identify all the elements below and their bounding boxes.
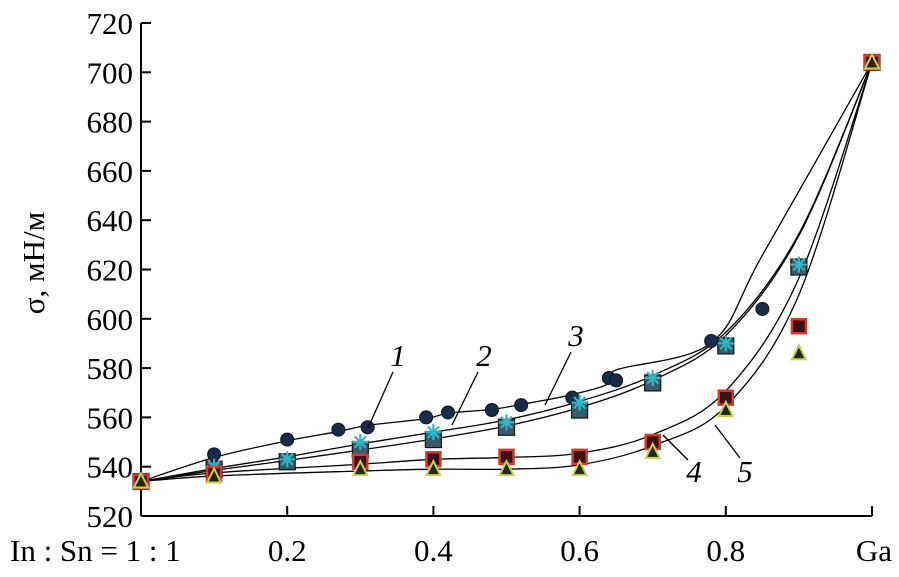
x-tick-label: 0.4 bbox=[414, 533, 453, 568]
fit-curve-5 bbox=[140, 62, 873, 483]
curve-label-leader bbox=[544, 351, 572, 406]
asterisk-stroke bbox=[280, 452, 294, 466]
point-series-3 bbox=[644, 369, 661, 386]
asterisk-stroke bbox=[646, 371, 660, 385]
point-series-1 bbox=[484, 403, 499, 418]
y-tick-label: 560 bbox=[87, 400, 134, 435]
point-series-1 bbox=[609, 373, 624, 388]
y-tick-label: 700 bbox=[87, 55, 134, 90]
point-series-1 bbox=[755, 301, 770, 316]
point-series-3 bbox=[425, 424, 442, 441]
x-tick-label: In : Sn = 1 : 1 bbox=[10, 533, 181, 568]
point-series-3 bbox=[279, 451, 296, 468]
point-series-5 bbox=[205, 466, 223, 484]
point-series-3 bbox=[352, 434, 369, 451]
y-tick-label: 640 bbox=[87, 203, 134, 238]
point-series-5 bbox=[424, 458, 443, 477]
point-series-5 bbox=[644, 441, 662, 459]
point-series-1 bbox=[514, 398, 529, 413]
point-series-5 bbox=[351, 458, 369, 477]
curve-labels: 1 2 3 4 5 bbox=[367, 318, 753, 489]
fit-curve-3 bbox=[140, 62, 873, 483]
y-tick-label: 660 bbox=[87, 154, 134, 189]
curve-label-leader bbox=[662, 434, 689, 461]
point-series-1 bbox=[441, 405, 456, 420]
point-series-4 bbox=[790, 317, 808, 335]
curve-label: 4 bbox=[686, 454, 702, 489]
point-series-1 bbox=[704, 333, 719, 348]
curve-label: 1 bbox=[390, 338, 406, 373]
y-tick-label: 580 bbox=[87, 351, 134, 386]
fit-curve-1 bbox=[140, 62, 873, 483]
point-series-3 bbox=[717, 335, 734, 352]
curve-label-leader bbox=[451, 371, 479, 426]
asterisk-stroke bbox=[353, 435, 367, 449]
curve-label-leader bbox=[714, 424, 741, 459]
fit-curve-2 bbox=[140, 62, 873, 483]
y-axis-label: σ, мН/м bbox=[16, 212, 51, 314]
point-series-5 bbox=[863, 52, 881, 70]
y-tick-label: 620 bbox=[87, 253, 134, 288]
point-series-5 bbox=[790, 343, 808, 361]
curve-label: 2 bbox=[476, 338, 492, 373]
y-tick-label: 600 bbox=[87, 302, 134, 337]
point-series-1 bbox=[280, 432, 295, 447]
asterisk-stroke bbox=[500, 415, 513, 429]
y-tick-label: 680 bbox=[87, 105, 134, 140]
asterisk-stroke bbox=[573, 396, 587, 410]
point-series-5 bbox=[717, 399, 735, 418]
asterisk-stroke bbox=[719, 337, 733, 350]
x-tick-label: Ga bbox=[856, 533, 892, 568]
point-series-5 bbox=[570, 458, 589, 477]
point-series-5 bbox=[497, 458, 516, 477]
curve-label: 5 bbox=[737, 454, 753, 489]
point-series-1 bbox=[419, 410, 434, 425]
point-series-1 bbox=[331, 422, 346, 437]
point-series-3 bbox=[790, 256, 807, 273]
axes bbox=[140, 22, 873, 517]
point-series-3 bbox=[571, 394, 588, 411]
curve-label: 3 bbox=[567, 318, 584, 353]
point-series-5 bbox=[132, 471, 150, 489]
y-tick-label: 520 bbox=[87, 499, 134, 534]
data-points bbox=[132, 52, 881, 491]
x-tick-label: 0.2 bbox=[268, 533, 307, 568]
y-tick-label: 720 bbox=[87, 6, 134, 41]
point-series-3 bbox=[498, 414, 515, 431]
asterisk-stroke bbox=[792, 258, 806, 272]
asterisk-stroke bbox=[426, 425, 440, 439]
x-tick-label: 0.6 bbox=[560, 533, 599, 568]
point-series-1 bbox=[360, 420, 375, 435]
y-tick-label: 540 bbox=[87, 450, 134, 485]
tick-labels: 520 540 560 580 600 620 640 660 680 700 720 In : Sn… bbox=[10, 6, 892, 568]
curve-label-leader bbox=[367, 371, 394, 429]
x-tick-label: 0.8 bbox=[706, 533, 745, 568]
